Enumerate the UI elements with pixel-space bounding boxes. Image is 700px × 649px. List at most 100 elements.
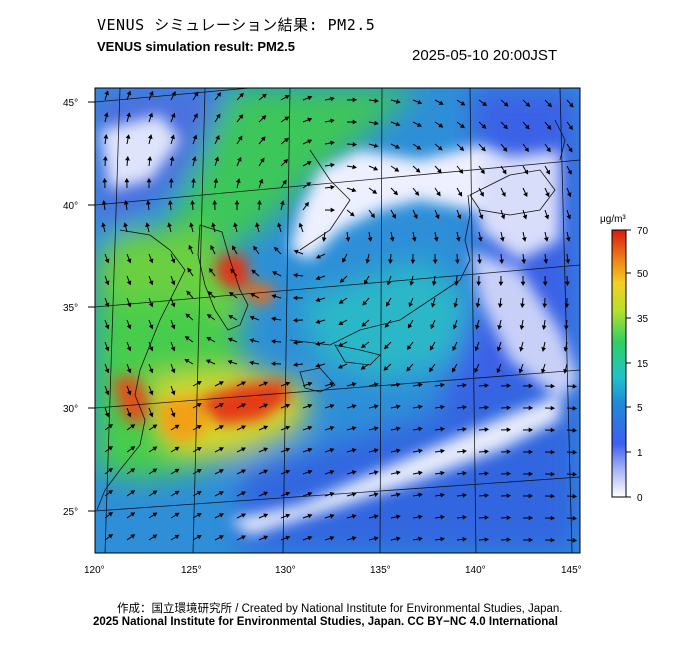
- wind-arrow-head: [307, 491, 313, 497]
- wind-arrow-head: [521, 237, 527, 242]
- wind-arrow-head: [411, 237, 417, 242]
- wind-arrow-head: [452, 324, 458, 330]
- lon-tick-145: 145°: [561, 565, 582, 576]
- wind-arrow-head: [462, 493, 467, 498]
- wind-arrow-head: [500, 214, 506, 220]
- wind-arrow-head: [440, 426, 445, 432]
- wind-arrow-head: [196, 535, 202, 540]
- wind-arrow-head: [522, 214, 528, 220]
- wind-arrow-head: [528, 471, 534, 477]
- wind-arrow-head: [474, 367, 479, 373]
- wind-arrow-head: [330, 162, 335, 168]
- wind-arrow-head: [374, 98, 379, 104]
- wind-arrow-head: [453, 303, 459, 308]
- wind-arrow-head: [263, 447, 269, 452]
- wind-arrow-head: [280, 200, 285, 205]
- map-frame: [94, 87, 581, 554]
- wind-arrow-head: [190, 199, 195, 205]
- wind-arrow-head: [417, 99, 423, 105]
- wind-arrow-head: [521, 259, 527, 264]
- wind-arrow-head: [352, 164, 357, 170]
- license-line: 2025 National Institute for Environmenta…: [93, 616, 558, 628]
- pm25-concentration-field: [95, 88, 580, 553]
- wind-arrow-head: [283, 158, 289, 164]
- wind-arrow-head: [418, 448, 423, 454]
- wind-arrow-head: [373, 426, 379, 431]
- wind-arrow-head: [543, 237, 549, 242]
- wind-arrow-head: [351, 514, 357, 519]
- wind-arrow-head: [261, 93, 267, 99]
- wind-arrow-head: [102, 177, 108, 183]
- wind-arrow-head: [528, 405, 534, 411]
- wind-arrow-head: [196, 469, 202, 474]
- latitude-ticks: 45° 40° 35° 30° 25°: [63, 98, 95, 518]
- wind-arrow-head: [373, 143, 379, 148]
- wind-arrow-head: [475, 324, 480, 330]
- wind-arrow-head: [104, 346, 110, 352]
- wind-arrow-head: [429, 345, 435, 351]
- credit-line: 作成：国立環境研究所 / Created by National Institu…: [117, 603, 563, 615]
- wind-arrow-head: [462, 515, 467, 520]
- wind-arrow-head: [564, 325, 569, 330]
- wind-arrow-head: [474, 346, 480, 352]
- wind-arrow-head: [130, 446, 136, 451]
- wind-arrow-head: [187, 267, 192, 273]
- wind-arrow-head: [459, 123, 465, 129]
- colorbar-unit: μg/m³: [600, 214, 626, 225]
- wind-arrow-head: [525, 102, 531, 107]
- wind-arrow-head: [330, 118, 335, 124]
- wind-arrow-head: [104, 390, 110, 396]
- wind-arrow-head: [307, 535, 313, 541]
- wind-arrow-head: [108, 467, 114, 473]
- wind-arrow-head: [396, 426, 401, 432]
- wind-arrow-head: [391, 213, 396, 219]
- wind-arrow-head: [126, 390, 132, 396]
- wind-arrow-head: [351, 382, 357, 387]
- wind-arrow-head: [170, 324, 176, 330]
- wind-arrow-head: [152, 468, 158, 473]
- wind-arrow-head: [241, 469, 247, 474]
- chart-title-japanese: VENUS シミュレーション結果: PM2.5: [97, 16, 376, 34]
- wind-arrow-head: [523, 169, 529, 175]
- wind-arrow-head: [568, 125, 574, 131]
- wind-arrow-head: [431, 281, 437, 286]
- wind-arrow-head: [330, 96, 335, 102]
- wind-arrow-head: [384, 322, 390, 328]
- wind-arrow-head: [454, 281, 459, 287]
- wind-arrow-head: [394, 167, 400, 172]
- wind-arrow-head: [230, 268, 235, 274]
- wind-arrow-head: [351, 426, 357, 431]
- wind-arrow-head: [149, 90, 154, 96]
- wind-arrow-head: [462, 383, 467, 388]
- wind-arrow-head: [550, 537, 556, 543]
- wind-arrow-head: [520, 303, 525, 309]
- wind-arrow-head: [103, 134, 109, 139]
- wind-arrow-head: [547, 102, 552, 108]
- wind-arrow-head: [108, 445, 114, 451]
- wind-arrow-head: [194, 91, 199, 97]
- wind-arrow-head: [277, 222, 282, 228]
- wind-arrow-head: [484, 515, 490, 520]
- wind-arrow-head: [415, 168, 421, 173]
- wind-arrow-head: [395, 144, 401, 149]
- wind-arrow-head: [418, 492, 423, 498]
- longitude-ticks: 120° 125° 130° 135° 140° 145°: [84, 565, 582, 576]
- colorbar-label-15: 15: [637, 359, 649, 370]
- wind-arrow-head: [482, 101, 488, 107]
- wind-arrow-head: [263, 491, 269, 496]
- wind-arrow-head: [572, 383, 578, 389]
- wind-arrow-head: [396, 382, 401, 388]
- wind-arrow-head: [396, 514, 401, 520]
- wind-arrow-head: [192, 134, 198, 140]
- wind-arrow-head: [440, 514, 445, 520]
- wind-arrow-head: [383, 365, 389, 371]
- wind-arrow-head: [148, 280, 154, 286]
- wind-arrow-head: [349, 211, 355, 217]
- lon-tick-125: 125°: [181, 565, 202, 576]
- wind-arrow-head: [342, 257, 347, 263]
- wind-arrow-head: [506, 515, 512, 521]
- wind-arrow-head: [126, 346, 132, 352]
- wind-arrow-head: [212, 199, 218, 205]
- wind-arrow-head: [519, 325, 525, 330]
- lon-tick-130: 130°: [275, 565, 296, 576]
